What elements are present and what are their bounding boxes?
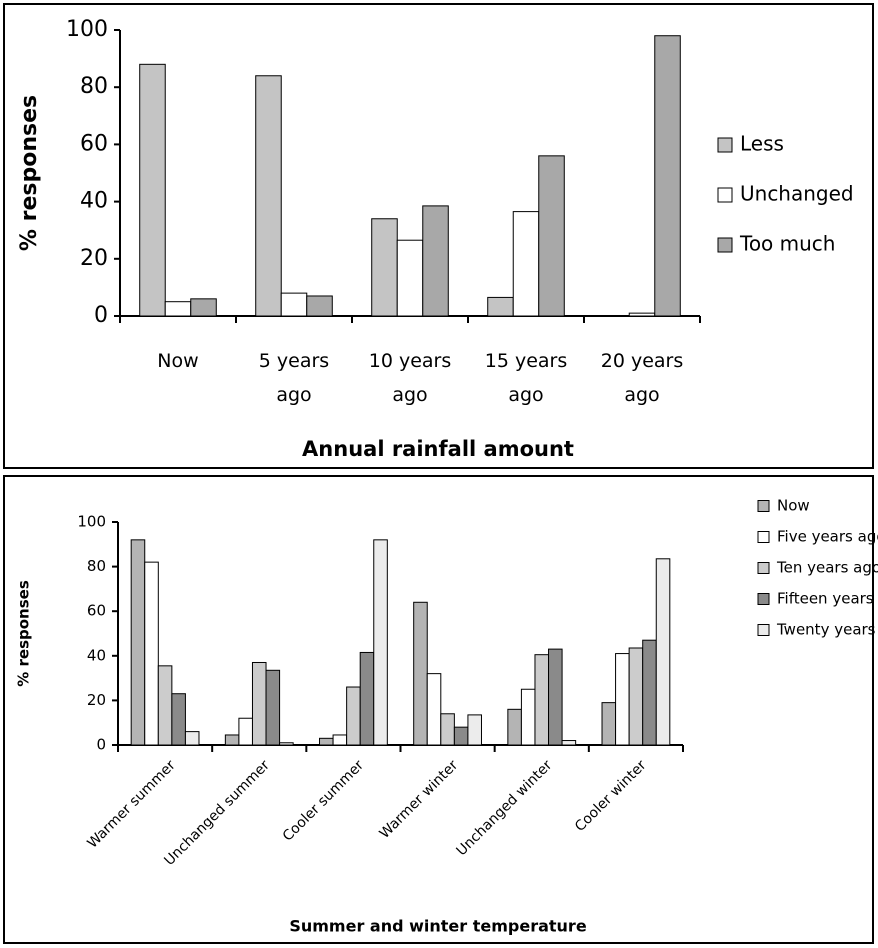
bar <box>346 686 361 746</box>
y-tick-label: 40 <box>80 189 108 214</box>
bar <box>507 708 522 746</box>
legend-swatch <box>757 593 770 605</box>
bar <box>144 561 159 746</box>
bar <box>224 734 240 746</box>
x-tick-label-box: 15 years ago <box>484 350 568 406</box>
bar <box>426 673 442 746</box>
bar <box>171 693 186 746</box>
legend-swatch <box>757 624 770 636</box>
bar <box>371 218 398 317</box>
y-tick-label: 80 <box>80 74 108 99</box>
bar <box>359 651 375 746</box>
legend-label: Unchanged <box>740 182 854 206</box>
bar <box>280 292 308 317</box>
legend-swatch <box>717 237 733 253</box>
y-tick-label: 100 <box>77 513 106 531</box>
legend-label: Ten years ago <box>776 559 878 577</box>
bar <box>396 239 424 317</box>
bar <box>534 654 550 746</box>
y-tick-label: 0 <box>96 736 106 754</box>
legend-label: Twenty years ago <box>776 621 878 639</box>
y-tick-label: 0 <box>94 303 108 328</box>
x-tick-label: 20 years ago <box>600 350 684 406</box>
bar <box>279 742 294 746</box>
bar <box>487 296 514 317</box>
bar <box>157 665 173 746</box>
bar <box>184 731 200 746</box>
bar <box>306 295 333 317</box>
y-axis-title: % responses <box>15 580 33 687</box>
bar <box>164 301 192 317</box>
bar <box>139 63 166 317</box>
x-tick-label: Now <box>157 350 199 372</box>
bar <box>265 669 281 746</box>
bar <box>512 211 540 317</box>
x-axis-title: Summer and winter temperature <box>289 917 586 936</box>
y-tick-label: 40 <box>87 646 106 664</box>
y-tick-label: 100 <box>66 17 108 42</box>
legend-swatch <box>717 187 733 203</box>
bar <box>332 734 348 746</box>
bar <box>422 205 449 317</box>
legend-swatch <box>717 137 733 153</box>
bar <box>467 714 482 746</box>
legend-label: Fifteen years ago <box>777 590 878 608</box>
legend-swatch <box>757 500 770 512</box>
legend-label: Too much <box>739 232 835 256</box>
bar <box>130 539 146 746</box>
bar <box>238 717 253 746</box>
bar <box>413 601 428 746</box>
bar <box>642 639 657 746</box>
x-tick-label: 5 years ago <box>258 350 330 406</box>
y-tick-label: 20 <box>87 691 106 709</box>
bar <box>440 713 455 746</box>
bar <box>654 35 681 317</box>
legend-swatch <box>757 562 770 574</box>
legend-swatch <box>757 531 770 543</box>
x-tick-label-box: 10 years ago <box>368 350 452 406</box>
bar <box>251 661 267 746</box>
x-tick-label: 10 years ago <box>368 350 452 406</box>
x-axis-title: Annual rainfall amount <box>302 437 574 461</box>
legend-label: Five years ago <box>777 528 878 546</box>
x-tick-label-box: Now <box>157 350 199 372</box>
y-axis-title: % responses <box>17 95 42 251</box>
bar <box>373 539 388 746</box>
bar <box>453 726 469 746</box>
x-tick-label-box: 5 years ago <box>258 350 330 406</box>
bar <box>548 648 563 746</box>
bar <box>628 647 644 746</box>
bar <box>601 702 617 746</box>
bar <box>319 737 334 746</box>
bar <box>561 740 577 746</box>
y-tick-label: 20 <box>80 246 108 271</box>
bar <box>538 155 565 317</box>
bar <box>190 298 217 317</box>
bar <box>615 653 630 746</box>
x-tick-label-box: 20 years ago <box>600 350 684 406</box>
y-tick-label: 60 <box>87 602 106 620</box>
bar <box>628 312 656 317</box>
legend-label: Less <box>740 132 784 156</box>
bar <box>520 688 536 746</box>
y-tick-label: 80 <box>87 557 106 575</box>
y-tick-label: 60 <box>80 131 108 156</box>
bar <box>655 558 671 746</box>
legend-label: Now <box>777 497 810 515</box>
x-tick-label: 15 years ago <box>484 350 568 406</box>
bar <box>255 75 282 317</box>
